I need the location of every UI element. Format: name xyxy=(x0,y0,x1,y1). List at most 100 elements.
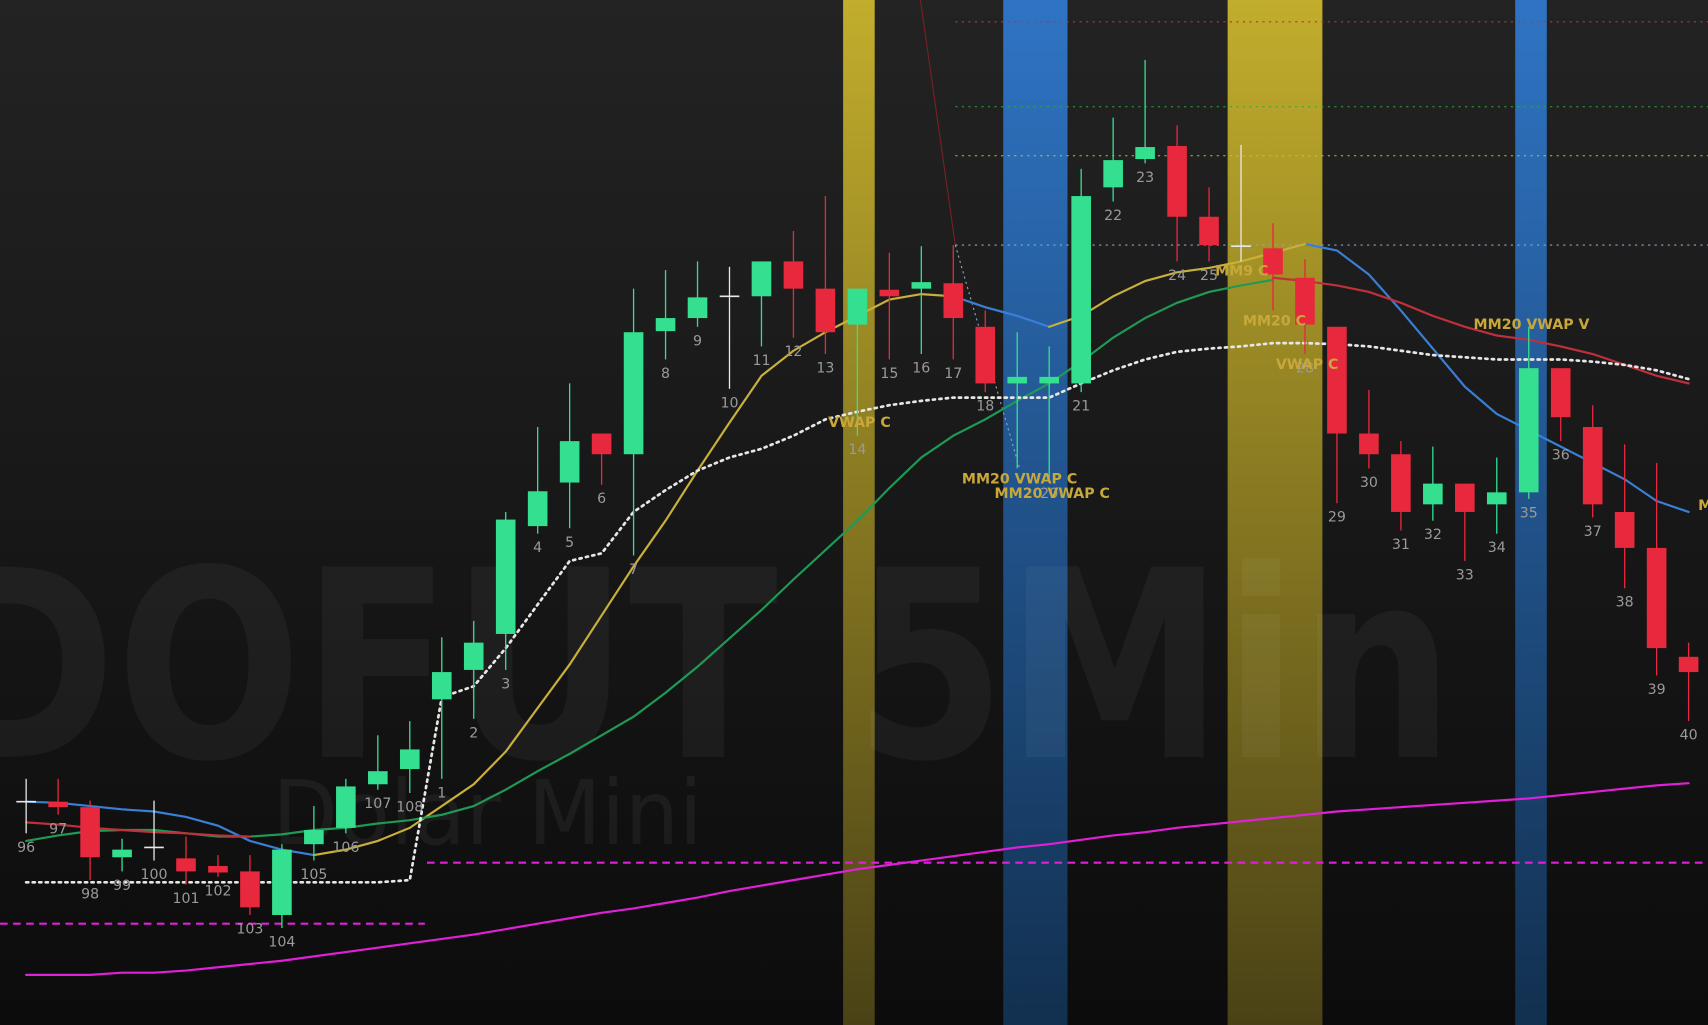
candle-body xyxy=(1135,147,1155,160)
candle-body xyxy=(591,433,612,455)
candle-label: 103 xyxy=(236,922,263,938)
candle-label: 3 xyxy=(501,676,510,692)
candle-label: 105 xyxy=(300,867,327,883)
candle-body xyxy=(751,261,772,297)
candle-body xyxy=(1678,656,1699,673)
candle-body xyxy=(48,801,68,808)
candle-label: 6 xyxy=(597,491,606,507)
annotation: VWAP C xyxy=(828,415,891,431)
candle-label: 22 xyxy=(1104,208,1122,224)
candle-body xyxy=(783,261,804,289)
annotation: MM20 C xyxy=(1243,314,1306,330)
candle-label: 34 xyxy=(1488,540,1506,556)
candle-label: 2 xyxy=(469,725,478,741)
highlight-band xyxy=(1003,0,1068,1025)
candle-label: 39 xyxy=(1648,682,1666,698)
candle-label: 31 xyxy=(1392,537,1410,553)
candle-label: 108 xyxy=(396,800,423,816)
candle-label: 102 xyxy=(204,883,231,899)
candle-label: 25 xyxy=(1200,268,1218,284)
candle-label: 38 xyxy=(1616,595,1634,611)
candle-body xyxy=(495,519,516,634)
candle-label: 40 xyxy=(1680,728,1698,744)
candle-label: 7 xyxy=(629,562,638,578)
candle-label: 96 xyxy=(17,840,35,856)
candle-body xyxy=(304,830,324,845)
candle-label: 9 xyxy=(693,333,702,349)
candle-body xyxy=(1614,511,1635,548)
candle-body xyxy=(208,865,228,873)
indicator-line xyxy=(25,782,1690,976)
candle-body xyxy=(1007,376,1028,384)
candle-label: 15 xyxy=(880,366,898,382)
candle-label: 97 xyxy=(49,821,67,837)
candle-body xyxy=(272,849,292,915)
candle-label: 29 xyxy=(1328,510,1346,526)
candle-body xyxy=(1423,483,1443,505)
candle-body xyxy=(1455,483,1475,512)
candle-body xyxy=(527,491,548,527)
candle-body xyxy=(1199,216,1219,246)
candle-body xyxy=(1359,433,1379,455)
candle-label: 12 xyxy=(784,344,802,360)
candle-label: 101 xyxy=(172,891,199,907)
candle-body xyxy=(1391,454,1411,512)
candle-body xyxy=(559,441,580,483)
candle-label: 100 xyxy=(141,867,168,883)
candle-body xyxy=(1518,368,1539,493)
candle-body xyxy=(655,318,676,332)
candle-label: 11 xyxy=(752,353,770,369)
candle-label: 18 xyxy=(976,399,994,415)
highlight-band xyxy=(1227,0,1323,1025)
candle-label: 16 xyxy=(912,361,930,377)
candle-body xyxy=(911,282,932,289)
candle-body xyxy=(176,858,196,872)
candle-body xyxy=(463,642,484,670)
candle-body xyxy=(336,786,356,828)
candle-body xyxy=(1295,277,1315,325)
candle-label: 99 xyxy=(113,878,131,894)
candle-body xyxy=(80,807,100,858)
candle-body xyxy=(1582,426,1603,505)
candle-label: 35 xyxy=(1520,505,1538,521)
highlight-band xyxy=(1515,0,1547,1025)
candle-label: 21 xyxy=(1072,399,1090,415)
indicator-line xyxy=(25,276,1690,838)
candle-label: 17 xyxy=(944,366,962,382)
candle-body xyxy=(399,749,420,770)
candle-body xyxy=(1263,248,1283,275)
candle-body xyxy=(1103,160,1123,188)
candle-label: 23 xyxy=(1136,170,1154,186)
annotation: MM20 VWAP V xyxy=(1474,317,1590,333)
annotation: MM20 VWAP C xyxy=(962,472,1077,488)
drawing-line xyxy=(919,0,956,246)
candle-label: 20 xyxy=(1040,486,1058,502)
annotation: VWAP C xyxy=(1276,357,1339,373)
watermark: DOFUT 5Min xyxy=(0,514,1454,819)
candle-body xyxy=(943,283,964,319)
candle-label: 37 xyxy=(1584,524,1602,540)
annotation: M xyxy=(1698,498,1708,514)
candle-label: 30 xyxy=(1360,475,1378,491)
candle-label: 8 xyxy=(661,366,670,382)
candle-label: 1 xyxy=(437,785,446,801)
candle-body xyxy=(1486,492,1507,505)
candle-body xyxy=(1071,196,1091,384)
candle-label: 36 xyxy=(1552,448,1570,464)
candle-label: 98 xyxy=(81,887,99,903)
candle-body xyxy=(623,332,644,455)
candle-body xyxy=(368,771,388,785)
candle-body xyxy=(112,849,132,858)
candle-label: 24 xyxy=(1168,268,1186,284)
candle-label: 13 xyxy=(816,361,834,377)
candle-body xyxy=(975,326,996,384)
candle-label: 4 xyxy=(533,540,542,556)
candle-body xyxy=(1039,376,1060,384)
candle-label: 14 xyxy=(848,442,866,458)
candle-body xyxy=(1550,368,1571,418)
candle-label: 107 xyxy=(364,796,391,812)
candle-label: 10 xyxy=(720,395,738,411)
candle-body xyxy=(1167,145,1187,217)
